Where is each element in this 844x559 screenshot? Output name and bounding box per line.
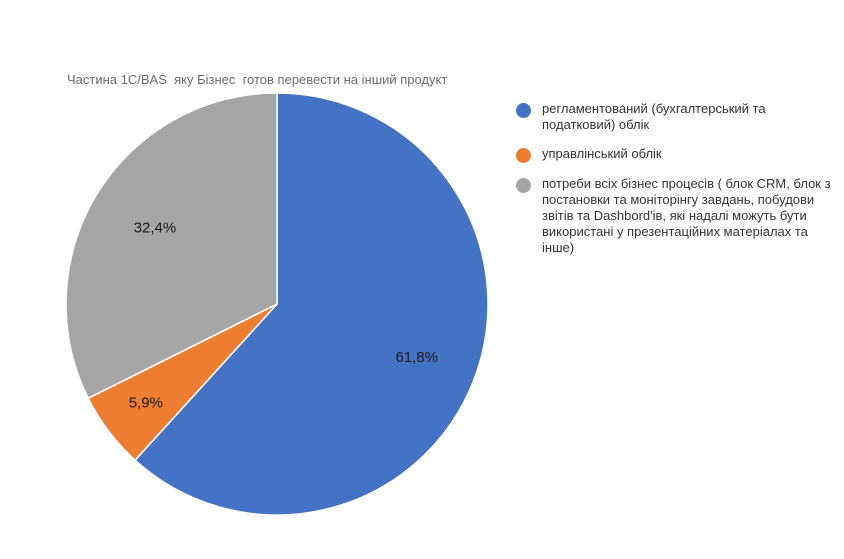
- slice-data-label: 32,4%: [134, 219, 177, 236]
- legend-item[interactable]: управлінський облік: [516, 146, 836, 163]
- legend-label: регламентований (бухгалтерський та подат…: [542, 101, 766, 132]
- legend-label: потреби всіх бізнес процесів ( блок CRM,…: [542, 176, 831, 255]
- legend-marker-icon: [516, 148, 531, 163]
- chart-title: Частина 1С/BAS яку Бізнес готов перевест…: [67, 72, 448, 87]
- slice-data-label: 61,8%: [395, 349, 438, 366]
- slice-regulated-accounting[interactable]: [134, 92, 489, 516]
- legend-marker-icon: [516, 178, 531, 193]
- legend-item[interactable]: регламентований (бухгалтерський та подат…: [516, 101, 836, 133]
- legend-item[interactable]: потреби всіх бізнес процесів ( блок CRM,…: [516, 176, 836, 256]
- legend: регламентований (бухгалтерський та подат…: [516, 101, 836, 269]
- legend-label: управлінський облік: [542, 146, 662, 161]
- slice-data-label: 5,9%: [129, 394, 163, 411]
- slice-business-processes[interactable]: [65, 92, 278, 400]
- legend-marker-icon: [516, 103, 531, 118]
